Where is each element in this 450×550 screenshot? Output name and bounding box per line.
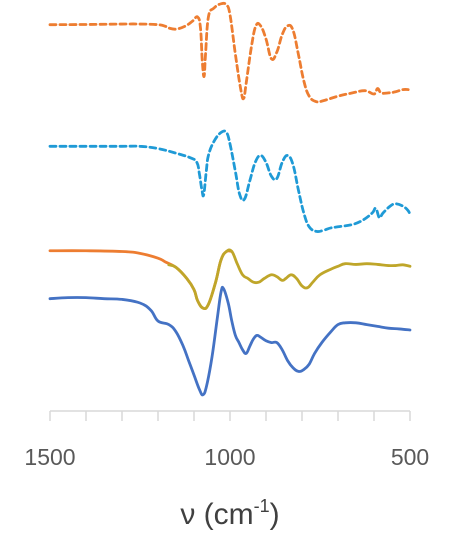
x-axis-title-main: ν (cm (180, 498, 253, 531)
x-tick-label: 500 (391, 444, 429, 470)
x-tick-label: 1000 (204, 444, 255, 470)
x-axis-title-close: ) (270, 498, 280, 531)
series-line-2 (48, 129, 412, 234)
series-line-3 (48, 249, 234, 311)
x-tick-label: 1500 (24, 444, 75, 470)
series-line-5 (48, 285, 412, 397)
x-axis-title-superscript: -1 (254, 496, 270, 516)
series-line-1 (48, 1, 410, 104)
series-layer (48, 1, 412, 397)
x-axis-ticks: 1500 1000 500 (24, 411, 429, 470)
x-axis-title: ν (cm-1) (180, 496, 279, 531)
series-line-4 (167, 248, 412, 311)
